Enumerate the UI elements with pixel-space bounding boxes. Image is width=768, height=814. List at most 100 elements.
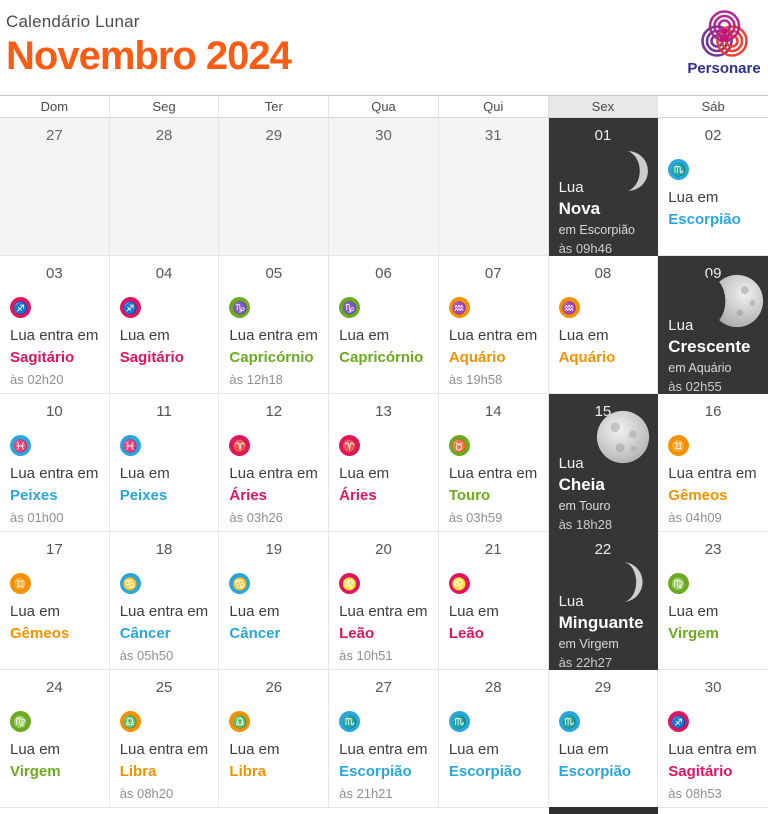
day-cell-30: 30 ♐ Lua entra em Sagitário às 08h53 — [658, 670, 768, 808]
moon-position-text: Lua entra em — [668, 741, 757, 758]
day-number: 28 — [484, 679, 502, 696]
moon-position-text: Lua em — [668, 189, 719, 206]
sign-name: Libra — [229, 763, 267, 780]
entry-time: às 21h21 — [339, 786, 393, 801]
sign-name: Libra — [119, 763, 157, 780]
moon-position-text: Lua entra em — [119, 741, 209, 758]
day-number: 16 — [704, 403, 722, 420]
day-cell-14: 14 ♉ Lua entra em Touro às 03h59 — [438, 394, 549, 532]
day-number: 26 — [265, 679, 283, 696]
zodiac-peixes-icon: ♓ — [10, 435, 31, 456]
moon-position-text: Lua entra em — [339, 603, 428, 620]
zodiac-capricornio-icon: ♑ — [229, 297, 251, 318]
zodiac-sagitario-icon: ♐ — [119, 297, 141, 318]
zodiac-sagitario-icon: ♐ — [668, 711, 690, 732]
day-number: 19 — [265, 541, 283, 558]
entry-time: às 03h26 — [229, 510, 283, 525]
day-cell-28-prev-month: 28 — [109, 118, 220, 256]
weekday-header-row: Dom Seg Ter Qua Qui Sex Sáb — [0, 96, 768, 118]
day-number: 01 — [594, 127, 612, 144]
day-cell-28: 28 ♏ Lua em Escorpião — [438, 670, 549, 808]
phase-name: Crescente — [668, 337, 751, 356]
phase-time: às 09h46 — [558, 241, 613, 256]
day-cell-07: 07 ♒ Lua entra em Aquário às 19h58 — [438, 256, 549, 394]
phase-time: às 22h27 — [558, 655, 613, 670]
day-cell-21: 21 ♌ Lua em Leão — [438, 532, 549, 670]
friday-column-footer-bar — [548, 807, 659, 814]
zodiac-escorpiao-icon: ♏ — [448, 711, 470, 732]
moon-position-text: Lua entra em — [119, 603, 209, 620]
day-cell-20: 20 ♌ Lua entra em Leão às 10h51 — [329, 532, 439, 670]
day-cell-31-prev-month: 31 — [438, 118, 549, 256]
zodiac-cancer-icon: ♋ — [119, 573, 141, 594]
entry-time: às 10h51 — [339, 648, 393, 663]
day-number: 25 — [155, 679, 173, 696]
sign-name: Sagitário — [668, 763, 733, 780]
day-number: 29 — [594, 679, 612, 696]
day-cell-27-prev-month: 27 — [0, 118, 110, 256]
day-number: 21 — [484, 541, 502, 558]
phase-name: Nova — [558, 199, 601, 218]
sign-name: Escorpião — [668, 211, 741, 228]
day-number: 03 — [46, 265, 63, 282]
zodiac-aquario-icon: ♒ — [558, 297, 580, 318]
day-cell-03: 03 ♐ Lua entra em Sagitário às 02h20 — [0, 256, 110, 394]
day-number: 12 — [265, 403, 283, 420]
day-cell-27: 27 ♏ Lua entra em Escorpião às 21h21 — [329, 670, 439, 808]
day-number: 27 — [46, 127, 63, 144]
day-cell-22: 22 Lua Minguante em Virgem às 22h27 — [548, 532, 659, 670]
entry-time: às 08h20 — [119, 786, 174, 801]
sign-name: Escorpião — [448, 763, 522, 780]
moon-position-text: Lua em — [119, 465, 170, 482]
sign-name: Peixes — [10, 487, 58, 504]
brand-name: Personare — [687, 60, 761, 77]
day-number: 08 — [594, 265, 612, 282]
moon-position-text: Lua em — [229, 603, 280, 620]
moon-position-text: Lua entra em — [229, 327, 318, 344]
day-cell-16: 16 ♊ Lua entra em Gêmeos às 04h09 — [658, 394, 768, 532]
zodiac-touro-icon: ♉ — [448, 435, 470, 456]
phase-time: às 18h28 — [558, 517, 613, 532]
entry-time: às 08h53 — [668, 786, 722, 801]
day-cell-19: 19 ♋ Lua em Câncer — [219, 532, 330, 670]
zodiac-peixes-icon: ♓ — [119, 435, 141, 456]
day-cell-04: 04 ♐ Lua em Sagitário — [109, 256, 220, 394]
day-number: 17 — [46, 541, 63, 558]
zodiac-leao-icon: ♌ — [339, 573, 361, 594]
sign-name: Câncer — [119, 625, 171, 642]
day-cell-09: 09 Lua Crescente em Aquário às 02h55 — [658, 256, 768, 394]
zodiac-libra-icon: ♎ — [119, 711, 141, 732]
weekday-sex: Sex — [548, 96, 659, 117]
day-cell-29-prev-month: 29 — [219, 118, 330, 256]
weekday-dom: Dom — [0, 96, 110, 117]
person-silhouette — [719, 28, 730, 42]
weekday-qui: Qui — [438, 96, 549, 117]
entry-time: às 12h18 — [229, 372, 283, 387]
day-number: 18 — [155, 541, 173, 558]
day-cell-10: 10 ♓ Lua entra em Peixes às 01h00 — [0, 394, 110, 532]
zodiac-virgem-icon: ♍ — [668, 573, 690, 594]
zodiac-gemeos-icon: ♊ — [668, 435, 690, 456]
day-cell-26: 26 ♎ Lua em Libra — [219, 670, 330, 808]
zodiac-escorpiao-icon: ♏ — [339, 711, 361, 732]
page-subtitle: Calendário Lunar — [6, 12, 140, 31]
moon-position-text: Lua em — [448, 603, 499, 620]
moon-position-text: Lua em — [10, 603, 61, 620]
day-number: 29 — [265, 127, 283, 144]
header: Calendário Lunar Novembro 2024 — [0, 0, 768, 95]
moon-position-text: Lua entra em — [229, 465, 318, 482]
weekday-seg: Seg — [109, 96, 220, 117]
day-cell-29: 29 ♏ Lua em Escorpião — [548, 670, 659, 808]
sign-name: Capricórnio — [229, 349, 314, 366]
zodiac-aquario-icon: ♒ — [448, 297, 470, 318]
moon-position-text: Lua em — [668, 603, 719, 620]
moon-position-text: Lua entra em — [339, 741, 428, 758]
zodiac-sagitario-icon: ♐ — [10, 297, 31, 318]
day-cell-13: 13 ♈ Lua em Áries — [329, 394, 439, 532]
zodiac-virgem-icon: ♍ — [10, 711, 31, 732]
moon-label: Lua — [668, 317, 694, 334]
day-number: 22 — [594, 541, 612, 558]
entry-time: às 01h00 — [10, 510, 64, 525]
sign-name: Gêmeos — [10, 625, 70, 642]
day-cell-24: 24 ♍ Lua em Virgem — [0, 670, 110, 808]
